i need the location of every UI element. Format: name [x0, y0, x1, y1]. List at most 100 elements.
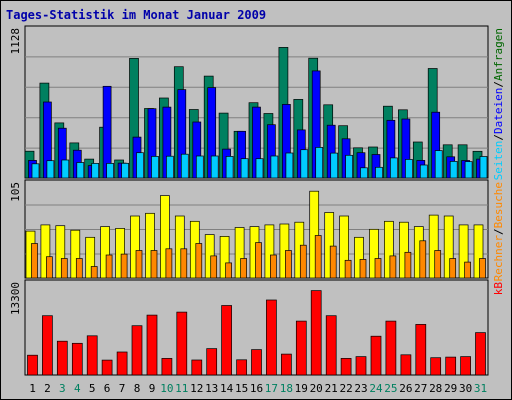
bar-seiten-day-5: [91, 163, 100, 179]
x-tick-label: 14: [220, 382, 234, 395]
legend-entry: Rechner: [492, 235, 505, 282]
x-tick-label: 3: [59, 382, 66, 395]
bar-rechner-day-1: [31, 243, 38, 279]
bar-besuche-day-26: [399, 221, 409, 279]
bar-seiten-day-14: [225, 156, 234, 179]
bar-kb-day-21: [325, 315, 337, 376]
x-tick-label: 20: [310, 382, 323, 395]
x-tick-label: 27: [414, 382, 427, 395]
bar-kb-day-16: [251, 349, 262, 376]
bar-kb-day-1: [27, 354, 38, 376]
x-tick-label: 9: [149, 382, 156, 395]
bar-besuche-day-29: [443, 215, 454, 279]
chart-title: Tages-Statistik im Monat Januar 2009: [6, 8, 266, 22]
bar-seiten-day-25: [390, 157, 398, 179]
bar-rechner-day-14: [225, 262, 232, 279]
x-tick-label: 19: [295, 382, 308, 395]
bar-seiten-day-26: [405, 159, 413, 179]
legend: kB: [492, 282, 505, 296]
bar-seiten-day-13: [210, 155, 219, 179]
bar-kb-day-14: [221, 305, 232, 376]
bar-kb-day-20: [310, 290, 322, 376]
bar-besuche-day-6: [100, 226, 110, 279]
x-tick-label: 25: [384, 382, 397, 395]
bar-kb-day-3: [56, 340, 68, 376]
bar-rechner-day-9: [150, 250, 158, 279]
bar-rechner-day-10: [165, 248, 173, 279]
bar-rechner-day-22: [344, 259, 352, 279]
bar-rechner-day-30: [464, 261, 471, 279]
bar-kb-day-29: [445, 356, 457, 376]
x-tick-label: 23: [354, 382, 367, 395]
bar-seiten-day-11: [180, 153, 189, 179]
x-tick-label: 6: [104, 382, 111, 395]
x-tick-label: 28: [429, 382, 442, 395]
legend-entry: /: [492, 134, 505, 141]
bar-rechner-day-28: [434, 250, 442, 279]
bar-kb-day-25: [385, 320, 397, 376]
x-tick-label: 2: [44, 382, 51, 395]
bar-kb-day-11: [176, 311, 188, 376]
bar-rechner-day-5: [90, 266, 98, 279]
bar-rechner-day-4: [75, 258, 83, 279]
x-tick-label: 24: [369, 382, 383, 395]
x-tick-label: 29: [444, 382, 457, 395]
x-tick-label: 17: [265, 382, 278, 395]
bar-kb-day-22: [340, 358, 352, 376]
bar-rechner-day-12: [195, 243, 203, 279]
bar-kb-day-17: [266, 299, 277, 376]
x-tick-label: 8: [134, 382, 141, 395]
bar-besuche-day-9: [145, 212, 155, 279]
legend-entry: Seiten: [492, 141, 505, 181]
x-tick-label: 16: [250, 382, 263, 395]
bar-rechner-day-16: [255, 242, 262, 279]
bar-rechner-day-13: [210, 255, 218, 279]
bar-seiten-day-19: [300, 149, 309, 179]
bar-rechner-day-23: [359, 259, 367, 279]
x-tick-label: 10: [160, 382, 173, 395]
bar-seiten-day-21: [330, 152, 339, 179]
bar-rechner-day-24: [374, 258, 382, 279]
bar-rechner-day-15: [240, 258, 247, 279]
bar-besuche-day-14: [219, 236, 230, 279]
legend-entry: Besuche: [492, 182, 505, 228]
bar-rechner-day-21: [329, 245, 337, 279]
bar-besuche-day-20: [309, 190, 320, 279]
bar-seiten-day-3: [61, 159, 70, 179]
bar-seiten-day-18: [285, 152, 294, 179]
bar-seiten-day-22: [345, 154, 353, 179]
bar-seiten-day-1: [31, 163, 40, 179]
bar-kb-day-6: [101, 359, 113, 376]
bar-seiten-day-4: [76, 162, 85, 179]
bar-rechner-day-17: [270, 254, 277, 279]
bar-besuche-day-24: [369, 228, 379, 279]
bar-besuche-day-15: [234, 227, 245, 279]
bar-seiten-day-2: [46, 160, 55, 179]
bar-kb-day-30: [460, 356, 471, 376]
bar-rechner-day-7: [120, 253, 128, 279]
x-tick-label: 31: [474, 382, 487, 395]
bar-kb-day-8: [131, 325, 143, 376]
bar-seiten-day-16: [255, 158, 264, 179]
y-max-label: 1128: [9, 28, 22, 55]
bar-kb-day-15: [236, 359, 247, 376]
x-tick-label: 18: [280, 382, 293, 395]
bar-rechner-day-3: [60, 258, 68, 279]
bar-rechner-day-29: [449, 258, 457, 279]
bar-besuche-day-5: [85, 236, 96, 279]
bar-besuche-day-2: [40, 224, 51, 279]
bar-rechner-day-18: [285, 250, 292, 279]
visits-sites-panel: 105 Rechner/Besuche: [9, 179, 505, 282]
x-tick-label: 30: [459, 382, 472, 395]
bar-rechner-day-26: [404, 251, 412, 279]
bar-kb-day-19: [295, 320, 307, 376]
bar-seiten-day-30: [464, 161, 473, 179]
bar-kb-day-5: [86, 335, 98, 376]
bar-kb-day-28: [430, 357, 442, 376]
bar-rechner-day-25: [389, 255, 397, 279]
bar-besuche-day-7: [115, 228, 125, 279]
y-max-label: 13300: [9, 282, 22, 315]
bar-seiten-day-8: [136, 152, 144, 179]
bar-rechner-day-27: [419, 240, 427, 279]
bar-rechner-day-19: [299, 244, 307, 279]
